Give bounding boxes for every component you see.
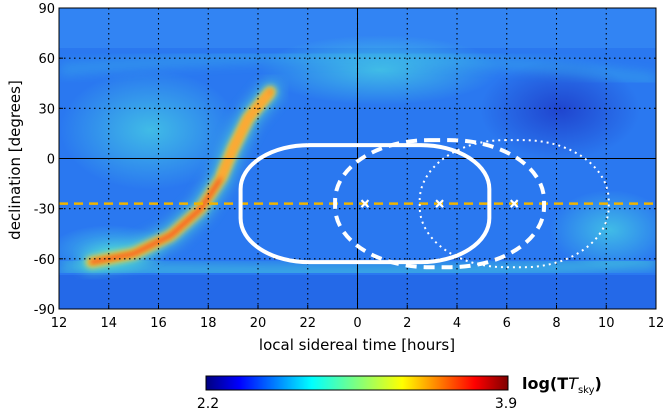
y-axis-ticks: 90 60 30 0 -30 -60 -90: [34, 2, 63, 318]
y-tick-label: 90: [38, 2, 55, 17]
pointing-marker-1: [435, 199, 444, 208]
sky-map: [58, 7, 657, 310]
x-tick-label: 18: [200, 316, 217, 331]
colorbar: 2.2 3.9 log(TTsky): [197, 374, 602, 412]
x-tick-label: 22: [299, 316, 316, 331]
x-tick-label: 4: [453, 316, 461, 331]
beam-contour-dotted: [418, 139, 610, 269]
y-tick-label: -30: [34, 203, 55, 218]
x-tick-label: 0: [353, 316, 361, 331]
x-axis-ticks: 12 14 16 18 20 22 0 2 4 6 8 10 12: [51, 305, 665, 331]
pointing-marker-0: [360, 199, 370, 208]
y-tick-label: 0: [47, 153, 55, 168]
y-axis-label: declination [degrees]: [6, 80, 24, 240]
y-tick-label: 60: [38, 52, 55, 67]
x-tick-label: 6: [503, 316, 511, 331]
x-tick-label: 16: [150, 316, 167, 331]
pointing-markers: [360, 199, 519, 208]
y-tick-label: -60: [34, 253, 55, 268]
x-tick-label: 2: [403, 316, 411, 331]
x-tick-label: 20: [250, 316, 267, 331]
x-axis-label: local sidereal time [hours]: [259, 336, 455, 354]
pointing-marker-2: [509, 199, 519, 208]
colorbar-max-label: 3.9: [495, 396, 517, 412]
beam-contours: [238, 138, 610, 270]
y-tick-label: -90: [34, 303, 55, 318]
colorbar-gradient: [205, 375, 509, 391]
galactic-plane: [80, 80, 282, 274]
x-tick-label: 14: [100, 316, 117, 331]
beam-contour-dashed: [333, 138, 547, 270]
x-tick-label: 12: [51, 316, 68, 331]
galactic-plane-upper: [217, 89, 274, 180]
colorbar-min-label: 2.2: [197, 396, 219, 412]
reference-lines: [59, 8, 656, 309]
x-tick-label: 10: [598, 316, 615, 331]
x-tick-label: 12: [648, 316, 665, 331]
beam-contour-solid: [238, 143, 492, 265]
y-tick-label: 30: [38, 102, 55, 117]
colorbar-title: log(TTsky): [522, 374, 602, 396]
x-tick-label: 8: [552, 316, 560, 331]
